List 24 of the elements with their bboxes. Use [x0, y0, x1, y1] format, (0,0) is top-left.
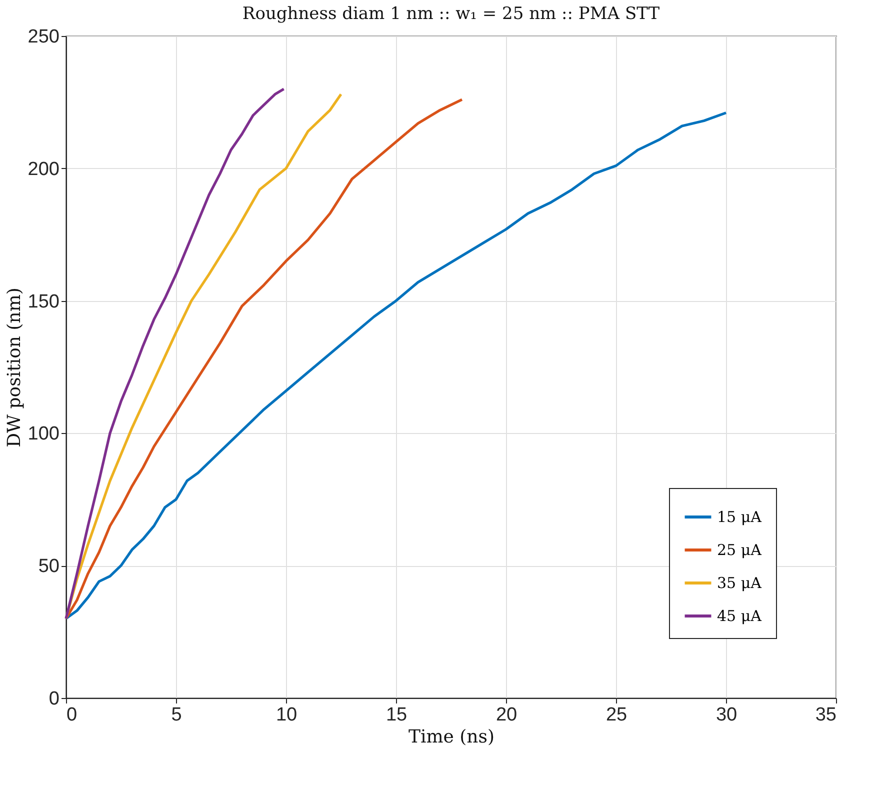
legend-label: 25 μA [717, 541, 762, 559]
line-series [64, 98, 464, 620]
line-series [64, 88, 286, 620]
x-tick-label: 5 [171, 704, 182, 726]
y-tick-label: 250 [28, 26, 60, 48]
x-tick-label: 30 [716, 704, 738, 726]
y-tick-label: 100 [28, 424, 60, 445]
x-tick-label: 20 [496, 704, 518, 726]
y-tick-label: 50 [38, 556, 60, 578]
y-tick-label: 150 [28, 291, 60, 312]
y-tick-label: 0 [48, 688, 60, 710]
legend-label: 45 μA [717, 607, 762, 625]
x-tick-label: 35 [815, 704, 836, 726]
y-tick-label: 200 [28, 158, 60, 180]
y-axis-title: DW position (nm) [4, 288, 25, 448]
x-tick-label: 0 [66, 704, 78, 726]
x-tick-label: 25 [606, 704, 628, 726]
line-series [64, 92, 342, 620]
chart-title: Roughness diam 1 nm :: w₁ = 25 nm :: PMA STT [242, 4, 660, 24]
x-axis-title: Time (ns) [408, 726, 495, 748]
legend-label: 15 μA [717, 508, 762, 526]
x-tick-label: 15 [386, 704, 408, 726]
legend-label: 35 μA [717, 574, 762, 592]
x-tick-label: 10 [276, 704, 298, 726]
